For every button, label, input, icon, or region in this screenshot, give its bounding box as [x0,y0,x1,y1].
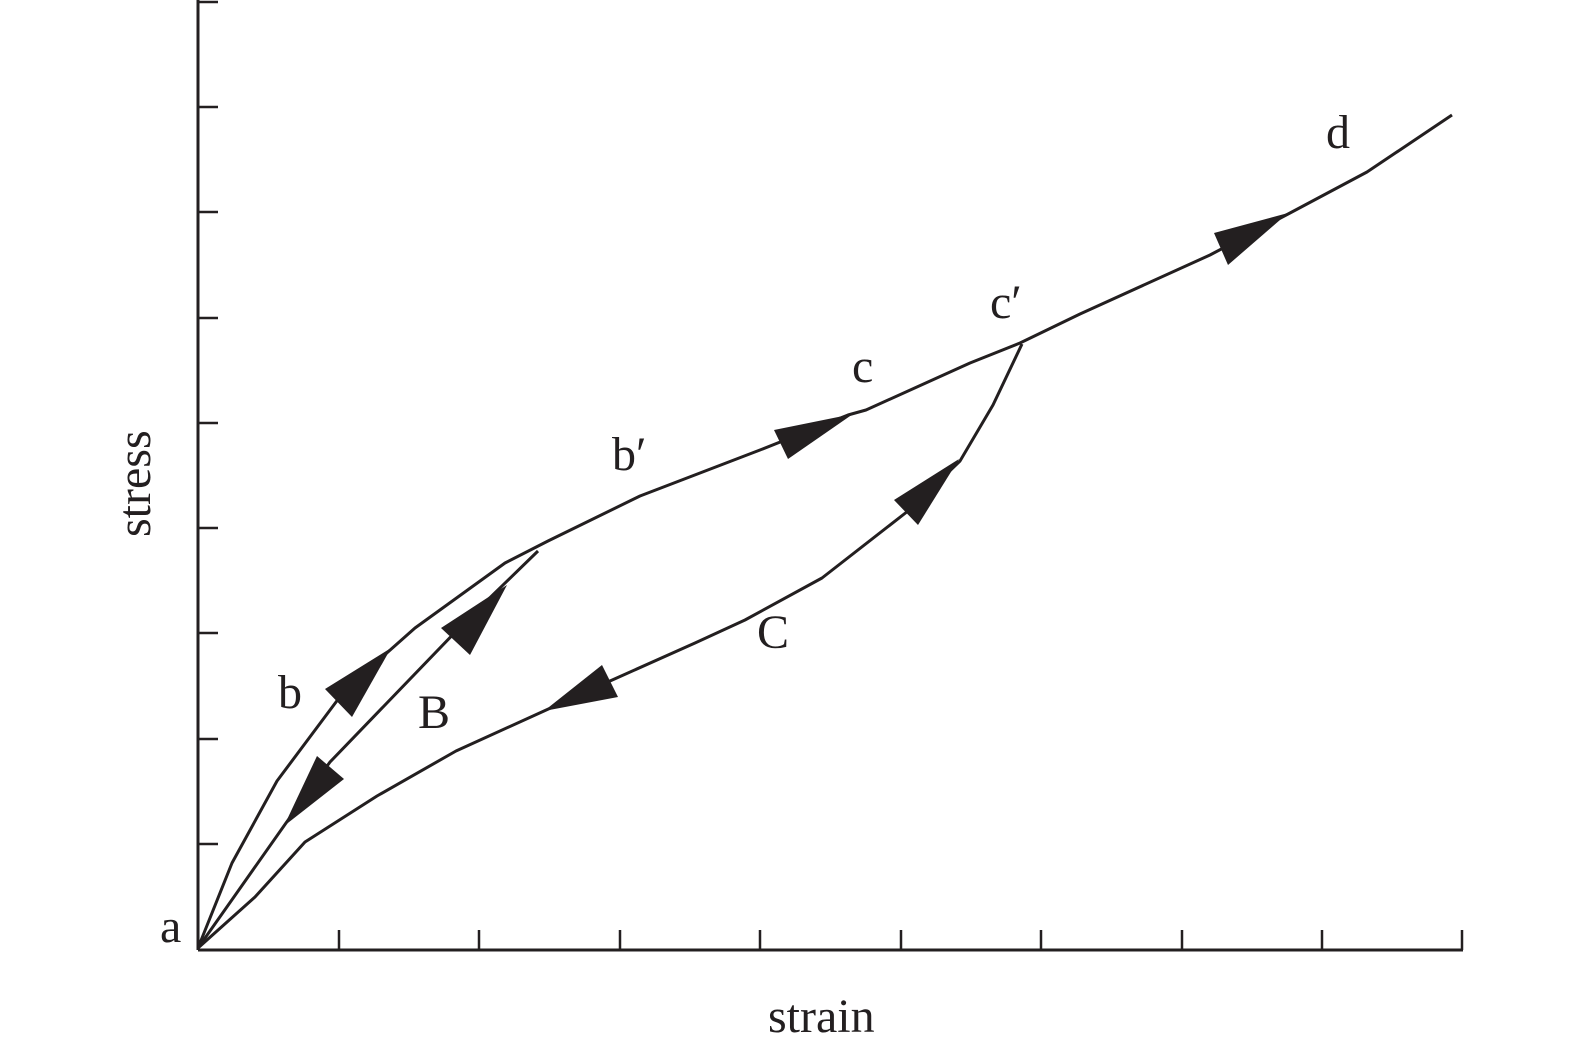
unloading-curve-C [196,343,1024,950]
labels: a b B b′ c c′ d C [160,106,1350,953]
arrow-up-icon [894,459,959,525]
loading-curve-upper [196,113,1453,949]
point-label-b-prime: b′ [612,428,647,481]
point-label-a: a [160,900,181,953]
arrow-left-icon [544,665,618,711]
curve-label-C: C [757,606,789,659]
point-label-c: c [852,340,873,393]
arrow-right-icon [774,414,853,459]
curve-label-B: B [418,686,450,739]
point-label-d: d [1326,106,1350,159]
arrowheads [284,213,1288,826]
arrow-down-icon [284,756,344,826]
point-label-c-prime: c′ [990,276,1022,329]
x-axis-title: strain [768,990,875,1043]
arrow-up-icon [441,585,507,655]
y-axis-title: stress [108,430,161,537]
axes [196,0,1464,952]
curves [196,113,1453,950]
arrow-right-icon [1214,213,1288,265]
point-label-b: b [278,666,302,719]
x-axis-ticks [337,930,1464,950]
y-axis-ticks [198,0,218,846]
arrow-up-icon [325,648,391,717]
